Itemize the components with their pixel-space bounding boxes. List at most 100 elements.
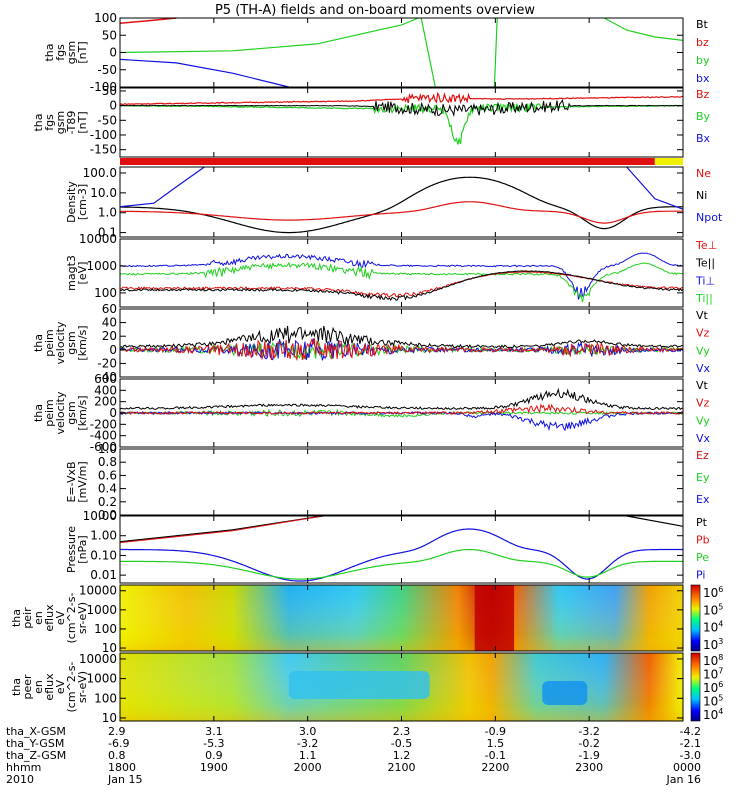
y-axis-label: gsm xyxy=(65,41,78,64)
y-tick-label: 0.0 xyxy=(98,508,117,522)
colorbar-exponent: 6 xyxy=(718,680,723,689)
y-tick-label: 200 xyxy=(94,395,117,409)
legend-entry: Ne xyxy=(696,167,711,180)
trace-vz xyxy=(119,338,684,362)
y-tick-label: 0.6 xyxy=(98,468,117,482)
y-tick-label: 50 xyxy=(102,28,117,42)
legend-entry: Vy xyxy=(696,344,710,357)
legend-entry: Pe xyxy=(696,551,709,564)
trace-vy xyxy=(119,408,684,418)
panel-efield: 1.00.80.60.40.20.0 E=-VxB[mV/m] Ez Ey Ex xyxy=(65,442,710,522)
trace-bx xyxy=(119,99,684,118)
trace-by-rise xyxy=(493,17,498,88)
ephemeris-value: Jan 16 xyxy=(666,773,701,786)
y-axis-label: eflux xyxy=(43,604,56,632)
y-tick-label: 10000 xyxy=(79,232,117,246)
ephemeris-row-label: tha_Y-GSM xyxy=(6,737,64,750)
ephemeris-value: -1.9 xyxy=(578,749,599,762)
colorbar-label: 106 xyxy=(703,585,723,600)
ephemeris-value: 2300 xyxy=(575,761,603,774)
y-axis-label: [nPa] xyxy=(76,535,89,563)
y-axis-label: tha xyxy=(43,43,56,61)
trace-pb xyxy=(119,515,323,544)
y-tick-label: 100 xyxy=(94,622,117,636)
colorbar-label: 104 xyxy=(703,707,723,722)
trace-ti-par xyxy=(119,261,684,303)
y-tick-label: -150 xyxy=(90,143,117,157)
legend-entry: Te|| xyxy=(695,257,715,270)
ephemeris-value: -2.1 xyxy=(680,737,701,750)
y-tick-label: 0.10 xyxy=(90,548,117,562)
y-axis-label: tha xyxy=(32,404,45,422)
ephemeris-value: 0000 xyxy=(673,761,701,774)
ephemeris-value: -3.2 xyxy=(297,737,318,750)
y-tick-label: 0.8 xyxy=(98,455,117,469)
y-axis-label: magt3 xyxy=(65,255,78,291)
y-tick-label: 50 xyxy=(102,84,117,98)
y-tick-label: 100.0 xyxy=(83,166,117,180)
ephemeris-row-label: hhmm xyxy=(6,761,41,774)
y-tick-label: -40 xyxy=(97,370,117,384)
y-tick-label: 600 xyxy=(94,372,117,386)
trace-ti-perp xyxy=(119,252,684,300)
y-axis-label: [km/s] xyxy=(76,325,89,360)
ephemeris-value: 2200 xyxy=(481,761,509,774)
ephemeris-value: -0.1 xyxy=(485,749,506,762)
trace-by xyxy=(119,17,419,54)
y-tick-label: 1.0 xyxy=(98,442,117,456)
panel-spec_i: 106 105 104 103 10000 1000 100 10 thapeireneflux… xyxy=(10,584,723,655)
trace-ni xyxy=(120,176,684,234)
trace-vt xyxy=(119,325,684,349)
trace-te-par xyxy=(119,270,684,301)
y-tick-label: 100 xyxy=(94,691,117,705)
y-tick-label: 0.4 xyxy=(98,482,117,496)
y-tick-label: 0.2 xyxy=(98,495,117,509)
colorbar-label: 104 xyxy=(703,620,723,635)
legend-entry: Vt xyxy=(696,379,709,392)
y-axis-label: tha xyxy=(10,609,23,627)
y-tick-label: 400 xyxy=(94,383,117,397)
y-axis-label: eflux xyxy=(43,673,56,701)
ephemeris-value: 1900 xyxy=(200,761,228,774)
legend-entry: Bx xyxy=(696,132,711,145)
y-tick-label: -100 xyxy=(90,128,117,142)
trace-npot xyxy=(119,166,205,208)
y-tick-label: 0.01 xyxy=(90,568,117,582)
y-tick-label: 10.00 xyxy=(83,509,117,523)
y-tick-label: 0 xyxy=(109,99,117,113)
panels: 100500-50-100thafgsgsm[nT]Btbzbybx500-50… xyxy=(10,11,723,725)
legend-entry: Ez xyxy=(696,449,709,462)
ephemeris-value: -4.2 xyxy=(680,725,701,738)
panel-frame xyxy=(119,515,684,584)
trace-bx xyxy=(119,58,290,88)
legend-entry: Bz xyxy=(696,88,710,101)
y-axis-label: tha xyxy=(32,334,45,352)
y-tick-label: 1.00 xyxy=(90,529,117,543)
colorbar-exponent: 5 xyxy=(718,602,723,611)
ephemeris-value: -3.2 xyxy=(578,725,599,738)
y-axis-label: sr-eV) xyxy=(76,602,89,634)
trace-vt xyxy=(119,387,684,411)
ephemeris-row-label: 2010 xyxy=(6,773,34,786)
y-axis-label: Pressure xyxy=(65,526,78,573)
y-tick-label: 100 xyxy=(94,286,117,300)
y-tick-label: 1000 xyxy=(86,603,117,617)
panel-frame xyxy=(119,448,684,516)
legend-entry: Pb xyxy=(696,533,710,546)
legend-entry: Vt xyxy=(696,309,709,322)
ephemeris-value: 2000 xyxy=(294,761,322,774)
y-axis-label: fgs xyxy=(43,114,56,131)
legend-entry: Ti⊥ xyxy=(695,274,715,287)
plot-title: P5 (TH-A) fields and on-board moments ov… xyxy=(215,3,535,18)
spectrogram-shade xyxy=(120,585,683,651)
colorbar-exponent: 4 xyxy=(718,707,723,716)
y-axis-label: E=-VxB xyxy=(65,461,78,502)
colorbar-label: 103 xyxy=(703,637,723,652)
trace-pe xyxy=(120,548,683,580)
ephemeris-value: -0.5 xyxy=(391,737,412,750)
y-tick-label: 10000 xyxy=(79,584,117,598)
quality-bar-red xyxy=(120,158,655,165)
legend-entry: Vz xyxy=(696,397,710,410)
quality-bar-yellow xyxy=(654,158,683,165)
